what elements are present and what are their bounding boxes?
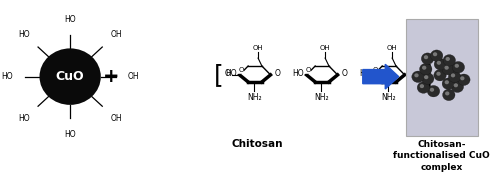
- Text: Chitosan-
functionalised CuO
complex: Chitosan- functionalised CuO complex: [394, 140, 490, 172]
- Circle shape: [451, 81, 464, 92]
- Text: NH₂: NH₂: [381, 93, 396, 101]
- FancyBboxPatch shape: [406, 19, 477, 136]
- Circle shape: [422, 53, 434, 64]
- Circle shape: [451, 73, 455, 77]
- Text: O: O: [372, 68, 378, 73]
- Text: [: [: [214, 63, 224, 87]
- Text: Chitosan: Chitosan: [232, 139, 283, 149]
- Circle shape: [40, 48, 101, 105]
- Text: NH₂: NH₂: [247, 93, 262, 101]
- Text: OH: OH: [111, 114, 122, 123]
- Circle shape: [414, 73, 418, 77]
- Circle shape: [452, 61, 464, 73]
- Text: OH: OH: [419, 69, 430, 78]
- Text: HO: HO: [1, 72, 12, 81]
- Circle shape: [444, 80, 449, 84]
- Circle shape: [442, 78, 454, 89]
- Text: HO: HO: [18, 114, 30, 123]
- Text: n: n: [434, 81, 440, 90]
- Circle shape: [460, 76, 464, 80]
- Circle shape: [454, 64, 459, 68]
- Circle shape: [422, 73, 434, 84]
- Text: OH: OH: [253, 45, 264, 51]
- Circle shape: [454, 83, 458, 87]
- Circle shape: [433, 52, 437, 56]
- Circle shape: [417, 82, 430, 93]
- Text: HO: HO: [64, 15, 76, 24]
- Circle shape: [443, 55, 456, 66]
- Text: OH: OH: [111, 30, 122, 39]
- Circle shape: [420, 63, 432, 75]
- Text: ]: ]: [422, 63, 432, 87]
- Circle shape: [434, 69, 446, 81]
- Text: HO: HO: [64, 130, 76, 139]
- Text: O: O: [225, 69, 231, 78]
- Text: O: O: [342, 69, 347, 78]
- Circle shape: [412, 71, 424, 82]
- Text: OH: OH: [320, 45, 330, 51]
- Circle shape: [442, 63, 454, 75]
- Text: O: O: [238, 68, 244, 73]
- Circle shape: [430, 88, 434, 92]
- Text: OH: OH: [128, 72, 139, 81]
- Circle shape: [444, 66, 449, 70]
- Circle shape: [458, 74, 470, 85]
- FancyArrow shape: [363, 64, 398, 89]
- Text: HO: HO: [359, 69, 370, 78]
- Text: CuO: CuO: [56, 70, 84, 83]
- Text: NH₂: NH₂: [314, 93, 328, 101]
- Circle shape: [424, 55, 428, 59]
- Circle shape: [436, 61, 441, 65]
- Circle shape: [442, 89, 455, 101]
- Circle shape: [445, 91, 450, 96]
- Circle shape: [430, 50, 443, 61]
- Text: +: +: [103, 67, 120, 86]
- Text: O: O: [306, 68, 310, 73]
- Text: HO: HO: [292, 69, 304, 78]
- Text: OH: OH: [387, 45, 398, 51]
- Circle shape: [434, 58, 446, 70]
- Circle shape: [446, 57, 450, 61]
- Circle shape: [424, 75, 428, 79]
- Text: HO: HO: [225, 69, 236, 78]
- Circle shape: [420, 84, 424, 88]
- Text: HO: HO: [18, 30, 30, 39]
- Circle shape: [428, 85, 440, 97]
- Circle shape: [422, 66, 426, 70]
- Text: O: O: [274, 69, 280, 78]
- Circle shape: [436, 72, 440, 76]
- Circle shape: [448, 71, 461, 82]
